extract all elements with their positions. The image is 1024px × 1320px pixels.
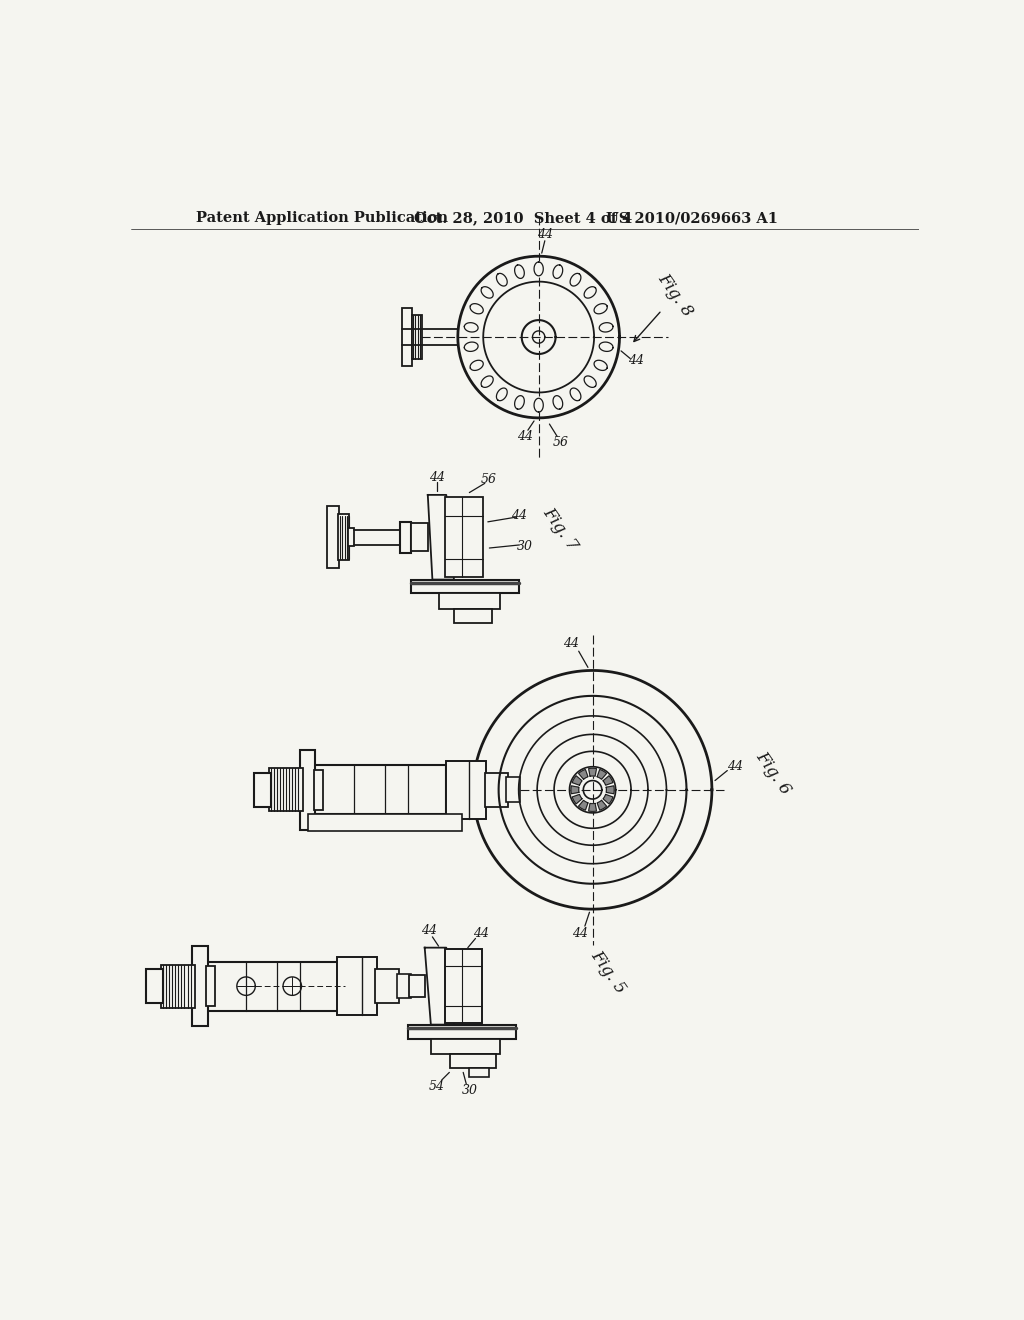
Text: 44: 44 [629, 354, 644, 367]
Text: 44: 44 [727, 760, 743, 774]
Bar [401, 308, 413, 367]
Bar [411, 579, 518, 594]
Polygon shape [497, 273, 507, 286]
Bar [254, 774, 270, 807]
Text: Patent Application Publication: Patent Application Publication [196, 211, 449, 226]
Text: Fig. 8: Fig. 8 [654, 269, 696, 319]
Polygon shape [570, 388, 581, 401]
Polygon shape [584, 286, 596, 298]
Polygon shape [521, 321, 556, 354]
Bar [339, 515, 349, 561]
Text: 44: 44 [572, 927, 588, 940]
Bar [410, 975, 425, 997]
Polygon shape [535, 261, 544, 276]
Polygon shape [572, 776, 582, 785]
Polygon shape [603, 776, 613, 785]
Bar [451, 1053, 497, 1068]
Bar [469, 1068, 489, 1077]
Text: 44: 44 [537, 228, 553, 242]
Bar [411, 524, 428, 552]
Polygon shape [470, 360, 483, 371]
Bar [193, 946, 208, 1026]
Bar [438, 594, 500, 609]
Bar [484, 774, 508, 807]
Text: Fig. 6: Fig. 6 [753, 748, 795, 797]
Polygon shape [425, 948, 454, 1024]
Polygon shape [553, 265, 563, 279]
Bar [408, 1024, 515, 1039]
Polygon shape [579, 800, 588, 810]
Bar [397, 974, 411, 998]
Polygon shape [589, 768, 597, 776]
Text: 56: 56 [552, 436, 568, 449]
Bar [444, 498, 483, 577]
Text: Fig. 7: Fig. 7 [540, 504, 582, 554]
Polygon shape [515, 265, 524, 279]
Polygon shape [579, 770, 588, 779]
Bar [146, 969, 163, 1003]
Polygon shape [464, 322, 478, 333]
Polygon shape [428, 495, 454, 579]
Text: 44: 44 [511, 510, 527, 523]
Polygon shape [597, 800, 606, 810]
Bar [506, 777, 520, 803]
Bar [337, 957, 377, 1015]
Polygon shape [553, 396, 563, 409]
Bar [269, 768, 303, 812]
Polygon shape [515, 396, 524, 409]
Polygon shape [458, 256, 620, 418]
Polygon shape [570, 273, 581, 286]
Bar [206, 966, 215, 1006]
Bar [307, 766, 446, 814]
Polygon shape [599, 322, 613, 333]
Bar [400, 521, 411, 553]
Text: 30: 30 [462, 1084, 477, 1097]
Bar [313, 770, 323, 809]
Text: 44: 44 [517, 430, 532, 444]
Polygon shape [572, 795, 582, 804]
Text: 44: 44 [421, 924, 437, 937]
Polygon shape [470, 304, 483, 314]
Text: 44: 44 [429, 471, 445, 483]
Polygon shape [497, 388, 507, 401]
Polygon shape [594, 304, 607, 314]
Polygon shape [473, 671, 712, 909]
Bar [307, 814, 462, 832]
Polygon shape [535, 399, 544, 412]
Text: 44: 44 [473, 927, 488, 940]
Bar [327, 507, 339, 568]
Text: US 2010/0269663 A1: US 2010/0269663 A1 [606, 211, 778, 226]
Text: 44: 44 [563, 638, 579, 649]
Bar [413, 315, 422, 359]
Polygon shape [597, 770, 606, 779]
Polygon shape [481, 286, 494, 298]
Polygon shape [571, 785, 579, 793]
Bar [431, 1039, 500, 1053]
Polygon shape [599, 342, 613, 351]
Polygon shape [594, 360, 607, 371]
Text: Oct. 28, 2010  Sheet 4 of 4: Oct. 28, 2010 Sheet 4 of 4 [414, 211, 632, 226]
Text: 56: 56 [480, 473, 497, 486]
Polygon shape [481, 376, 494, 387]
Polygon shape [589, 804, 597, 812]
Bar [376, 969, 398, 1003]
Polygon shape [464, 342, 478, 351]
Bar [444, 949, 481, 1023]
Polygon shape [603, 795, 613, 804]
Polygon shape [606, 785, 614, 793]
Text: 30: 30 [517, 540, 532, 553]
Text: 54: 54 [429, 1080, 445, 1093]
Bar [454, 609, 493, 623]
Polygon shape [584, 376, 596, 387]
Bar [200, 961, 339, 1011]
Bar [162, 965, 196, 1007]
Bar [446, 760, 486, 818]
Bar [300, 750, 315, 830]
Text: Fig. 5: Fig. 5 [587, 948, 629, 997]
Bar [348, 528, 354, 546]
